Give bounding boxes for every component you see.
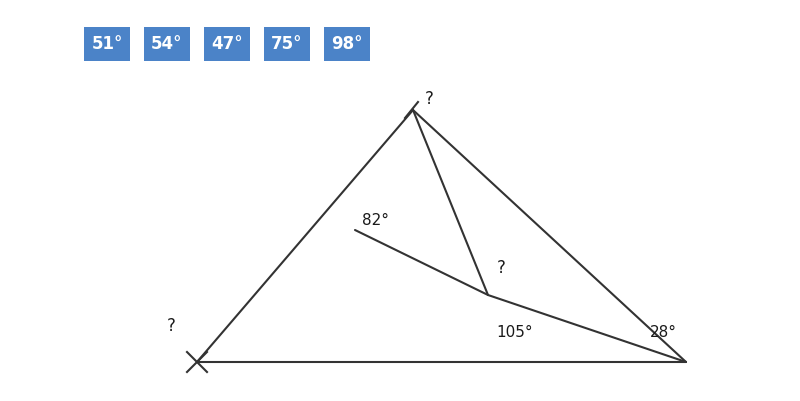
- Text: 75°: 75°: [271, 35, 302, 53]
- Text: 47°: 47°: [211, 35, 243, 53]
- FancyBboxPatch shape: [84, 27, 130, 61]
- Text: 28°: 28°: [650, 325, 677, 340]
- Text: 98°: 98°: [331, 35, 362, 53]
- FancyBboxPatch shape: [144, 27, 190, 61]
- Text: ?: ?: [497, 259, 506, 277]
- FancyBboxPatch shape: [324, 27, 370, 61]
- Text: ?: ?: [425, 90, 434, 108]
- Text: 51°: 51°: [91, 35, 122, 53]
- FancyBboxPatch shape: [204, 27, 250, 61]
- FancyBboxPatch shape: [264, 27, 310, 61]
- Text: 54°: 54°: [151, 35, 182, 53]
- Text: 105°: 105°: [496, 325, 533, 340]
- Text: 82°: 82°: [362, 213, 389, 228]
- Text: ?: ?: [167, 317, 176, 335]
